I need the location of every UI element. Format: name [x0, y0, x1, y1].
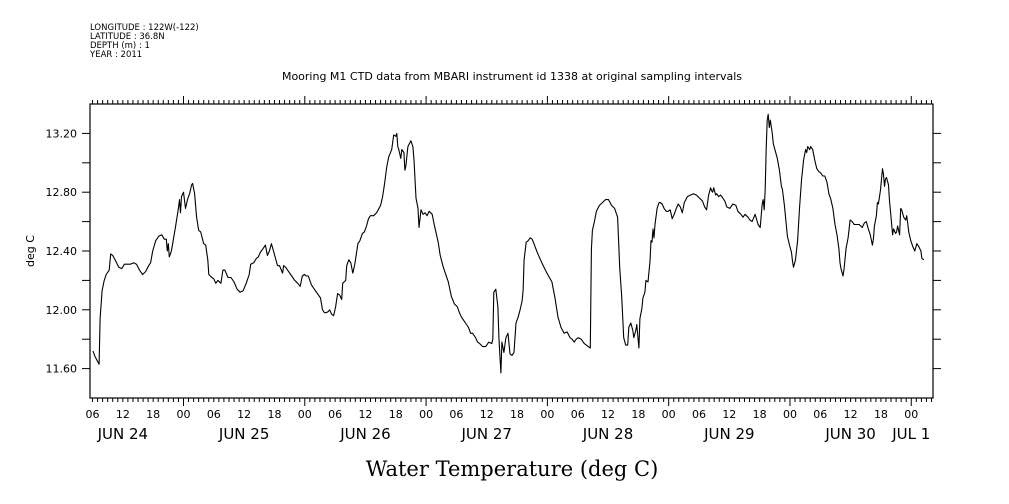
- y-axis-label: deg C: [24, 235, 37, 267]
- chart-title: Mooring M1 CTD data from MBARI instrumen…: [282, 70, 742, 83]
- x-date-label: JUN 26: [339, 425, 390, 443]
- x-tick-label: 18: [389, 408, 403, 421]
- x-tick-label: 12: [601, 408, 615, 421]
- y-tick-label: 11.60: [46, 363, 78, 376]
- x-tick-label: 18: [631, 408, 645, 421]
- x-tick-label: 00: [540, 408, 554, 421]
- plot-frame: [89, 103, 934, 399]
- x-tick-label: 18: [146, 408, 160, 421]
- x-date-label: JUN 30: [824, 425, 875, 443]
- header-info: LONGITUDE : 122W(-122) LATITUDE : 36.8N …: [89, 23, 199, 60]
- x-ticks: 06 12 18 00 06 12 18 00 06 12 18 00 06 12 18 00 06 12 18 00…: [86, 96, 932, 443]
- x-tick-label: 06: [207, 408, 221, 421]
- x-date-label: JUN 24: [97, 425, 148, 443]
- x-tick-label: 00: [783, 408, 797, 421]
- x-date-label: JUN 29: [703, 425, 754, 443]
- x-tick-label: 12: [722, 408, 736, 421]
- chart-subtitle: Water Temperature (deg C): [366, 457, 659, 481]
- x-tick-label: 12: [844, 408, 858, 421]
- x-tick-label: 12: [237, 408, 251, 421]
- x-tick-label: 18: [267, 408, 281, 421]
- x-tick-label: 18: [874, 408, 888, 421]
- x-tick-label: 06: [813, 408, 827, 421]
- header-depth: DEPTH (m) : 1: [90, 41, 150, 51]
- x-tick-label: 12: [116, 408, 130, 421]
- x-tick-label: 06: [449, 408, 463, 421]
- x-tick-label: 00: [662, 408, 676, 421]
- series-group: [92, 113, 925, 374]
- x-tick-label: 06: [692, 408, 706, 421]
- x-date-label: JUN 27: [460, 425, 511, 443]
- header-longitude: LONGITUDE : 122W(-122): [90, 23, 199, 33]
- y-tick-label: 12.40: [46, 245, 78, 258]
- x-tick-label: 00: [176, 408, 190, 421]
- y-ticks: 11.60 12.00 12.40 12.80 13.20: [46, 127, 941, 376]
- x-tick-label: 00: [419, 408, 433, 421]
- x-date-label: JUL 1: [891, 425, 930, 443]
- x-tick-label: 00: [298, 408, 312, 421]
- x-tick-label: 06: [328, 408, 342, 421]
- x-date-label: JUN 25: [218, 425, 269, 443]
- y-tick-label: 12.00: [46, 304, 78, 317]
- series-line-water-temperature: [92, 113, 925, 374]
- x-tick-label: 00: [904, 408, 918, 421]
- x-tick-label: 18: [753, 408, 767, 421]
- y-tick-label: 13.20: [46, 127, 78, 140]
- x-tick-label: 12: [480, 408, 494, 421]
- x-tick-label: 06: [571, 408, 585, 421]
- x-tick-label: 06: [86, 408, 100, 421]
- header-latitude: LATITUDE : 36.8N: [90, 32, 165, 42]
- header-year: YEAR : 2011: [89, 50, 142, 60]
- x-tick-label: 12: [358, 408, 372, 421]
- x-tick-label: 18: [510, 408, 524, 421]
- x-date-label: JUN 28: [582, 425, 633, 443]
- y-tick-label: 12.80: [46, 186, 78, 199]
